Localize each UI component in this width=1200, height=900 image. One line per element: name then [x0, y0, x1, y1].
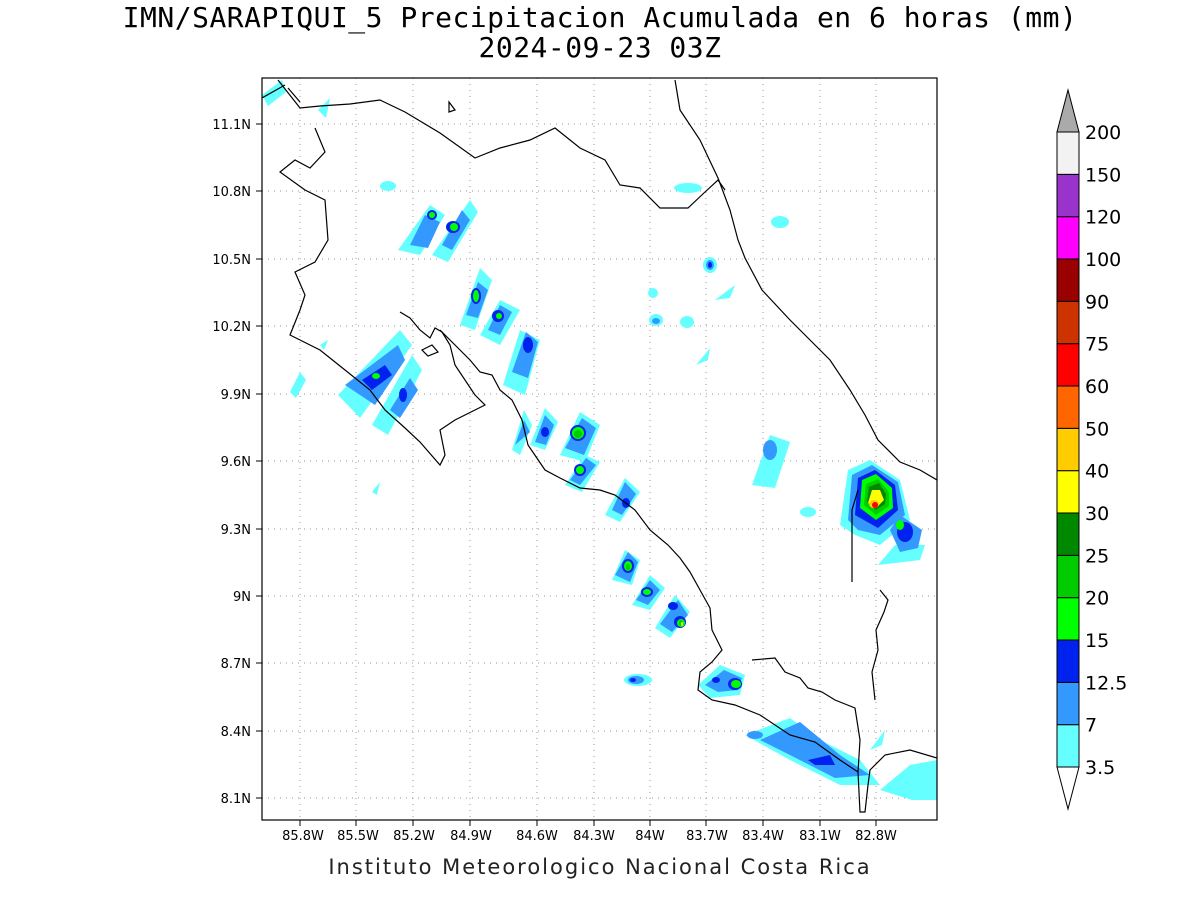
- lat-tick-label: 11.1N: [212, 118, 251, 133]
- lon-tick-label: 84.6W: [516, 829, 558, 844]
- lon-tick-labels: 85.8W 85.5W 85.2W 84.9W 84.6W 84.3W 84W …: [282, 829, 897, 844]
- legend-label: 20: [1085, 588, 1109, 610]
- legend-swatch: [1056, 300, 1080, 345]
- map-date: 2024-09-23 03Z: [478, 31, 722, 64]
- legend-label: 3.5: [1085, 757, 1115, 779]
- lat-tick-label: 8.4N: [221, 725, 251, 740]
- legend-label: 90: [1085, 291, 1109, 313]
- legend-label: 120: [1085, 207, 1121, 229]
- legend-label: 150: [1085, 164, 1121, 186]
- legend-label: 60: [1085, 376, 1109, 398]
- gulf-of-nicoya-island: [420, 344, 440, 357]
- small-island: [448, 100, 456, 113]
- map-title: IMN/SARAPIQUI_5 Precipitacion Acumulada …: [122, 1, 1078, 34]
- legend-label: 200: [1085, 122, 1121, 144]
- lat-tick-label: 10.2N: [212, 320, 251, 335]
- legend-bottom-arrow: [1056, 766, 1080, 811]
- lon-tick-label: 85.8W: [282, 829, 324, 844]
- lon-tick-label: 83.7W: [686, 829, 728, 844]
- legend-label: 30: [1085, 503, 1109, 525]
- axis-ticks: [256, 123, 877, 826]
- legend-label: 50: [1085, 418, 1109, 440]
- lat-tick-labels: 11.1N 10.8N 10.5N 10.2N 9.9N 9.6N 9.3N 9…: [212, 118, 251, 807]
- legend-label: 75: [1085, 334, 1109, 356]
- legend-swatch: [1056, 639, 1080, 683]
- legend-label: 7: [1085, 715, 1097, 737]
- lon-tick-label: 83.1W: [799, 829, 841, 844]
- legend-swatch: [1056, 131, 1080, 175]
- footer-credit: Instituto Meteorologico Nacional Costa R…: [328, 855, 872, 879]
- nicoya-peninsula: [299, 311, 487, 467]
- pacific-coast-north: [262, 84, 329, 341]
- legend-label: 40: [1085, 461, 1109, 483]
- lat-tick-label: 10.5N: [212, 253, 251, 268]
- lon-tick-label: 85.2W: [393, 829, 435, 844]
- legend-swatch: [1056, 343, 1080, 387]
- lon-tick-label: 84.9W: [450, 829, 492, 844]
- legend-label: 12.5: [1085, 672, 1127, 694]
- legend-swatch: [1056, 554, 1080, 599]
- osa-peninsula-border: [751, 657, 861, 773]
- lat-tick-label: 8.7N: [221, 657, 251, 672]
- legend-swatch: [1056, 173, 1080, 218]
- lat-tick-label: 10.8N: [212, 185, 251, 200]
- legend-swatch: [1056, 385, 1080, 429]
- legend-swatch: [1056, 470, 1080, 514]
- lon-tick-label: 84.3W: [573, 829, 615, 844]
- legend-swatch: [1056, 597, 1080, 641]
- legend-label: 100: [1085, 249, 1121, 271]
- precip-cells-light: [262, 80, 937, 800]
- nicaragua-costa-rica-border: [277, 79, 726, 209]
- panama-coast-south: [871, 589, 889, 701]
- legend-label: 15: [1085, 630, 1109, 652]
- legend-swatch: [1056, 724, 1080, 768]
- lat-tick-label: 9.9N: [221, 388, 251, 403]
- caribbean-coast: [674, 79, 937, 481]
- legend-label: 25: [1085, 545, 1109, 567]
- precip-cells-60mm: [872, 502, 878, 508]
- lon-tick-label: 85.5W: [337, 829, 379, 844]
- legend-swatch: [1056, 258, 1080, 302]
- lat-tick-label: 8.1N: [221, 792, 251, 807]
- legend-swatch: [1056, 681, 1080, 726]
- pacific-coast-central: [439, 329, 937, 813]
- lon-tick-label: 84W: [635, 829, 665, 844]
- precip-cells-7mm: [345, 210, 922, 778]
- legend-swatch: [1056, 512, 1080, 556]
- lat-tick-label: 9.6N: [221, 455, 251, 470]
- precip-cells-20mm: [574, 430, 889, 626]
- lat-tick-label: 9.3N: [221, 523, 251, 538]
- lon-tick-label: 83.4W: [742, 829, 784, 844]
- color-bar-legend: 3.5 7 12.5 15 20 25 30 40 50 60 75 90 100 120 150 200: [1056, 88, 1127, 811]
- precipitation-field: [262, 80, 937, 800]
- panama-border: [851, 489, 859, 582]
- legend-swatch: [1056, 216, 1080, 260]
- grid-lines: [262, 78, 937, 820]
- map-frame: [261, 77, 938, 821]
- legend-top-arrow: [1056, 88, 1080, 133]
- legend-swatch: [1056, 427, 1080, 472]
- lon-tick-label: 82.8W: [855, 829, 897, 844]
- lat-tick-label: 9N: [233, 590, 251, 605]
- coastlines-borders: [262, 79, 937, 813]
- precip-cells-15mm: [372, 212, 904, 688]
